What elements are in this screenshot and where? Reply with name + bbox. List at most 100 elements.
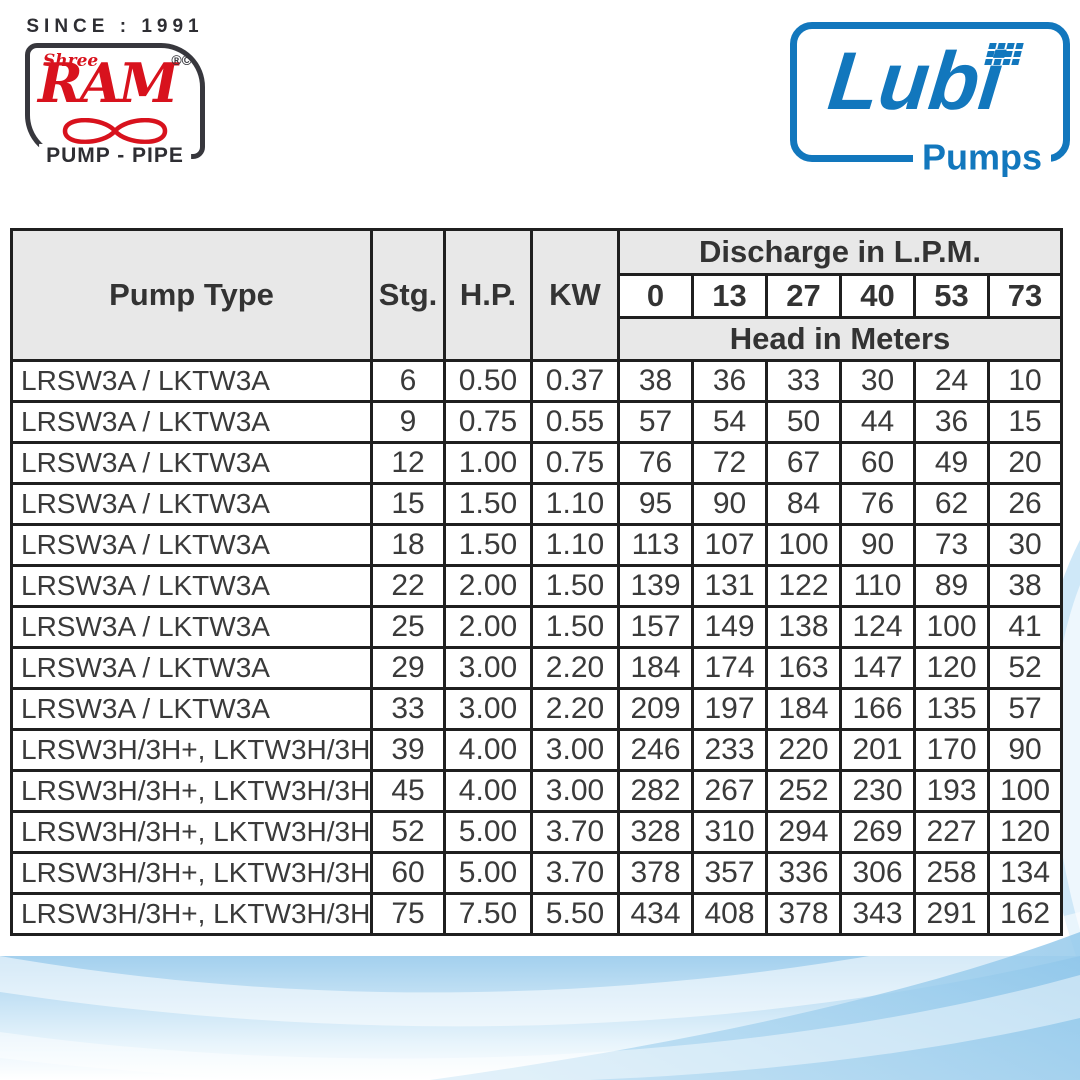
kw-cell: 0.55 [530,400,620,444]
kw-cell: 2.20 [530,687,620,731]
head-cell: 67 [765,441,842,485]
stg-cell: 29 [370,646,446,690]
pump-type-cell: LRSW3H/3H+, LKTW3H/3H+ [10,892,373,936]
head-cell: 336 [765,851,842,895]
head-cell: 38 [986,564,1064,608]
hp-cell: 1.50 [443,523,533,567]
ram-logo-frame: Shree RAM ®© PUMP - PIPE [25,43,205,168]
col-header-stg: Stg. [370,228,446,362]
kw-cell: 3.70 [530,851,620,895]
kw-cell: 2.20 [530,646,620,690]
table-row: LRSW3A / LKTW3A 15 1.50 1.10 95 90 84 76 62 26 [10,482,1064,526]
head-cell: 310 [691,810,768,854]
stg-cell: 6 [370,359,446,403]
head-cell: 120 [913,646,990,690]
head-cell: 84 [765,482,842,526]
head-cell: 54 [691,400,768,444]
kw-cell: 3.00 [530,728,620,772]
head-cell: 33 [765,359,842,403]
hp-cell: 5.00 [443,810,533,854]
stg-cell: 52 [370,810,446,854]
discharge-title: Discharge in L.P.M. [616,228,1064,276]
head-cell: 378 [765,892,842,936]
head-cell: 357 [691,851,768,895]
head-cell: 230 [839,769,916,813]
stg-cell: 12 [370,441,446,485]
hp-cell: 7.50 [443,892,533,936]
head-cell: 38 [617,359,694,403]
pump-type-cell: LRSW3A / LKTW3A [10,400,373,444]
stg-cell: 45 [370,769,446,813]
discharge-value-header: 53 [913,273,990,319]
ram-wordmark: RAM [37,51,179,115]
stg-cell: 75 [370,892,446,936]
kw-cell: 1.50 [530,605,620,649]
pump-type-cell: LRSW3H/3H+, LKTW3H/3H+ [10,728,373,772]
hp-cell: 4.00 [443,728,533,772]
head-cell: 227 [913,810,990,854]
head-cell: 170 [913,728,990,772]
table-row: LRSW3H/3H+, LKTW3H/3H+ 52 5.00 3.70 328 310 29… [10,810,1064,854]
head-cell: 149 [691,605,768,649]
hp-cell: 2.00 [443,605,533,649]
head-title-row: Head in Meters [12,316,1064,362]
head-cell: 252 [765,769,842,813]
head-cell: 201 [839,728,916,772]
shree-text: Shree [43,51,99,71]
hp-cell: 3.00 [443,687,533,731]
head-cell: 95 [617,482,694,526]
head-cell: 157 [617,605,694,649]
head-cell: 89 [913,564,990,608]
head-cell: 30 [839,359,916,403]
head-cell: 10 [986,359,1064,403]
pump-type-cell: LRSW3A / LKTW3A [10,482,373,526]
shree-ram-logo: SINCE : 1991 Shree RAM ®© PUMP - PIPE [25,16,205,168]
table-row: LRSW3A / LKTW3A 22 2.00 1.50 139 131 122 110 89 3… [10,564,1064,608]
head-cell: 57 [986,687,1064,731]
head-cell: 220 [765,728,842,772]
head-cell: 162 [986,892,1064,936]
head-cell: 269 [839,810,916,854]
pump-type-cell: LRSW3H/3H+, LKTW3H/3H+ [10,810,373,854]
table-row: LRSW3A / LKTW3A 33 3.00 2.20 209 197 184 166 135… [10,687,1064,731]
head-cell: 166 [839,687,916,731]
kw-cell: 3.00 [530,769,620,813]
pump-type-cell: LRSW3A / LKTW3A [10,605,373,649]
discharge-value-header: 0 [617,273,694,319]
hp-cell: 1.50 [443,482,533,526]
head-cell: 49 [913,441,990,485]
head-cell: 294 [765,810,842,854]
table-row: LRSW3A / LKTW3A 18 1.50 1.10 113 107 100 90 73 30 [10,523,1064,567]
table-row: LRSW3A / LKTW3A 12 1.00 0.75 76 72 67 60 49 20 [10,441,1064,485]
head-cell: 408 [691,892,768,936]
head-cell: 41 [986,605,1064,649]
hp-cell: 4.00 [443,769,533,813]
head-cell: 62 [913,482,990,526]
head-cell: 24 [913,359,990,403]
col-header-kw: KW [530,228,620,362]
head-cell: 282 [617,769,694,813]
table-row: LRSW3H/3H+, LKTW3H/3H+ 45 4.00 3.00 282 267 25… [10,769,1064,813]
head-cell: 434 [617,892,694,936]
head-cell: 100 [765,523,842,567]
table-row: LRSW3H/3H+, LKTW3H/3H+ 39 4.00 3.00 246 233 22… [10,728,1064,772]
table-row: LRSW3A / LKTW3A 29 3.00 2.20 184 174 163 147 120… [10,646,1064,690]
head-cell: 138 [765,605,842,649]
head-cell: 76 [839,482,916,526]
discharge-values-row: 0 13 27 40 53 73 [12,273,1064,319]
hp-cell: 0.50 [443,359,533,403]
head-title: Head in Meters [616,316,1064,362]
head-cell: 15 [986,400,1064,444]
head-cell: 36 [691,359,768,403]
head-cell: 57 [617,400,694,444]
pump-type-cell: LRSW3A / LKTW3A [10,646,373,690]
stg-cell: 22 [370,564,446,608]
head-cell: 100 [913,605,990,649]
discharge-value-header: 40 [839,273,916,319]
head-cell: 90 [986,728,1064,772]
solar-grid-icon [984,43,1024,65]
kw-cell: 0.75 [530,441,620,485]
head-cell: 124 [839,605,916,649]
head-cell: 174 [691,646,768,690]
head-cell: 147 [839,646,916,690]
